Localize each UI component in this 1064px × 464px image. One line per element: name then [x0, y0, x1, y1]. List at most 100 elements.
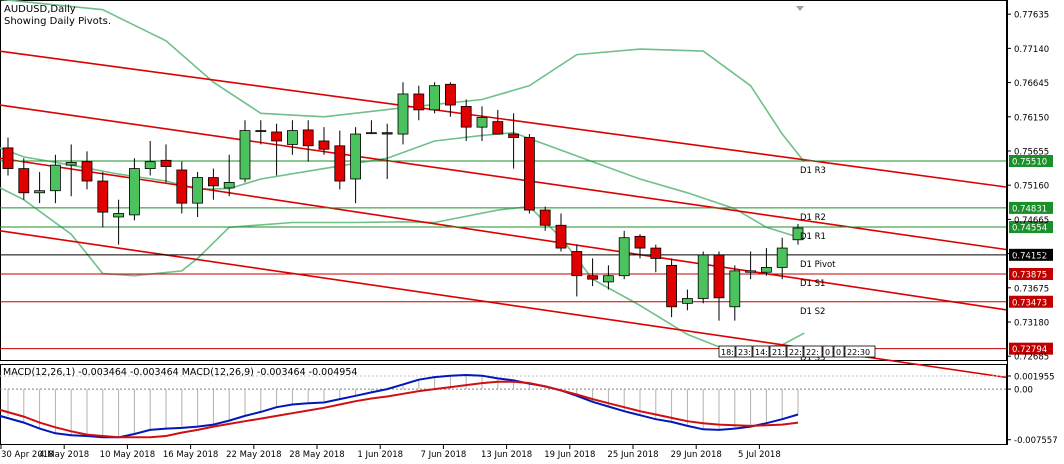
macd-tick-label: -0.007557 — [1014, 436, 1058, 446]
candle[interactable] — [207, 168, 219, 200]
time-scroll-box[interactable]: 14: — [752, 345, 770, 358]
candle[interactable] — [776, 237, 788, 280]
time-scroll-box-label: 0 — [836, 348, 841, 357]
price-tick-label: 0.73180 — [1014, 318, 1049, 328]
candle[interactable] — [97, 172, 109, 228]
candle-body — [207, 177, 219, 187]
candle[interactable] — [587, 258, 598, 287]
time-scroll-box[interactable]: 22: — [803, 345, 823, 358]
candle[interactable] — [255, 120, 267, 145]
candle[interactable] — [350, 127, 362, 204]
candle[interactable] — [524, 134, 535, 214]
candle-body — [192, 177, 204, 204]
time-scroll-box-label: 14: — [755, 348, 768, 357]
candle[interactable] — [302, 120, 314, 162]
candle-body — [286, 130, 298, 145]
candle[interactable] — [729, 265, 741, 321]
d1-s3-label: D1 S3 — [800, 354, 825, 364]
candle[interactable] — [555, 213, 567, 252]
candle-body — [460, 106, 472, 128]
candle[interactable] — [381, 123, 393, 179]
candle[interactable] — [223, 154, 235, 197]
candle[interactable] — [50, 154, 61, 204]
candle[interactable] — [81, 151, 93, 190]
candle[interactable] — [18, 158, 30, 200]
candle[interactable] — [539, 206, 551, 231]
candle-body — [729, 270, 741, 308]
candle[interactable] — [429, 82, 441, 114]
candle[interactable] — [239, 120, 251, 183]
d1-s2-price-tag — [1009, 295, 1053, 308]
candle[interactable] — [413, 85, 425, 121]
time-scroll-box-frame — [735, 345, 753, 358]
time-scroll-box[interactable]: 23: — [735, 345, 753, 358]
time-scroll-box-label: 22: — [806, 348, 819, 357]
candle-body — [587, 275, 598, 280]
time-scroll-box[interactable]: 0 — [833, 345, 845, 358]
candle[interactable] — [492, 109, 504, 135]
candle[interactable] — [160, 144, 172, 183]
candle[interactable] — [397, 82, 409, 145]
candle[interactable] — [571, 244, 583, 297]
candle[interactable] — [286, 120, 298, 155]
price-tick-label: 0.77140 — [1014, 45, 1049, 55]
candle[interactable] — [634, 234, 646, 259]
candle-body — [650, 247, 662, 259]
candle[interactable] — [745, 251, 756, 280]
candle-body — [618, 237, 630, 277]
candle[interactable] — [650, 244, 662, 273]
candle[interactable] — [192, 172, 204, 217]
candle[interactable] — [318, 127, 330, 155]
time-scroll-box-label: 18: — [721, 348, 734, 357]
candle[interactable] — [2, 137, 14, 176]
candle[interactable] — [682, 289, 693, 311]
time-scroll-box[interactable]: 22:30 — [844, 345, 876, 358]
time-scroll-box[interactable]: 21: — [769, 345, 787, 358]
candle-body — [413, 93, 425, 111]
candle[interactable] — [618, 230, 630, 280]
time-scroll-box-frame — [769, 345, 787, 358]
candle[interactable] — [34, 172, 45, 204]
candle[interactable] — [334, 130, 346, 190]
candle[interactable] — [65, 144, 77, 197]
date-tick-label: 10 May 2018 — [100, 450, 155, 460]
candle-body — [350, 133, 362, 180]
candle[interactable] — [271, 123, 283, 176]
date-tick-label: 5 Jul 2018 — [738, 450, 781, 460]
candle[interactable] — [113, 199, 124, 245]
candle-body — [160, 159, 172, 167]
time-scroll-box[interactable]: 18: — [718, 345, 736, 358]
candle[interactable] — [508, 113, 520, 169]
candle[interactable] — [365, 120, 377, 135]
candle-body — [18, 168, 30, 194]
price-tick-label: 0.76150 — [1014, 113, 1049, 123]
candle[interactable] — [460, 99, 472, 141]
candle[interactable] — [176, 161, 188, 214]
candle[interactable] — [713, 251, 725, 321]
candle[interactable] — [444, 82, 456, 117]
candle[interactable] — [144, 140, 156, 176]
candle[interactable] — [792, 223, 804, 245]
candle[interactable] — [697, 251, 709, 304]
candle-body — [476, 117, 488, 128]
channel-line-1[interactable] — [0, 50, 1007, 188]
d1-s1-label: D1 S1 — [800, 279, 825, 289]
d1-pivot-label: D1 Pivot — [800, 260, 836, 270]
candle-body — [128, 168, 140, 216]
pivots-indicator-title: Showing Daily Pivots. — [4, 16, 112, 27]
channel-line-3[interactable] — [0, 157, 1007, 311]
candle[interactable] — [476, 106, 488, 141]
candle-body — [555, 224, 567, 249]
candle[interactable] — [603, 265, 614, 290]
candle[interactable] — [761, 248, 772, 276]
shift-marker-icon[interactable] — [796, 6, 804, 11]
price-tick-label: 0.75160 — [1014, 182, 1049, 192]
channel-line-2[interactable] — [0, 104, 1007, 251]
date-tick-label: 30 Apr 2018 — [1, 450, 54, 460]
time-scroll-box[interactable]: 22: — [786, 345, 804, 358]
candle[interactable] — [128, 158, 140, 221]
time-scroll-box-frame — [844, 345, 876, 358]
time-scroll-box[interactable]: 0 — [822, 345, 834, 358]
candle[interactable] — [666, 258, 677, 318]
